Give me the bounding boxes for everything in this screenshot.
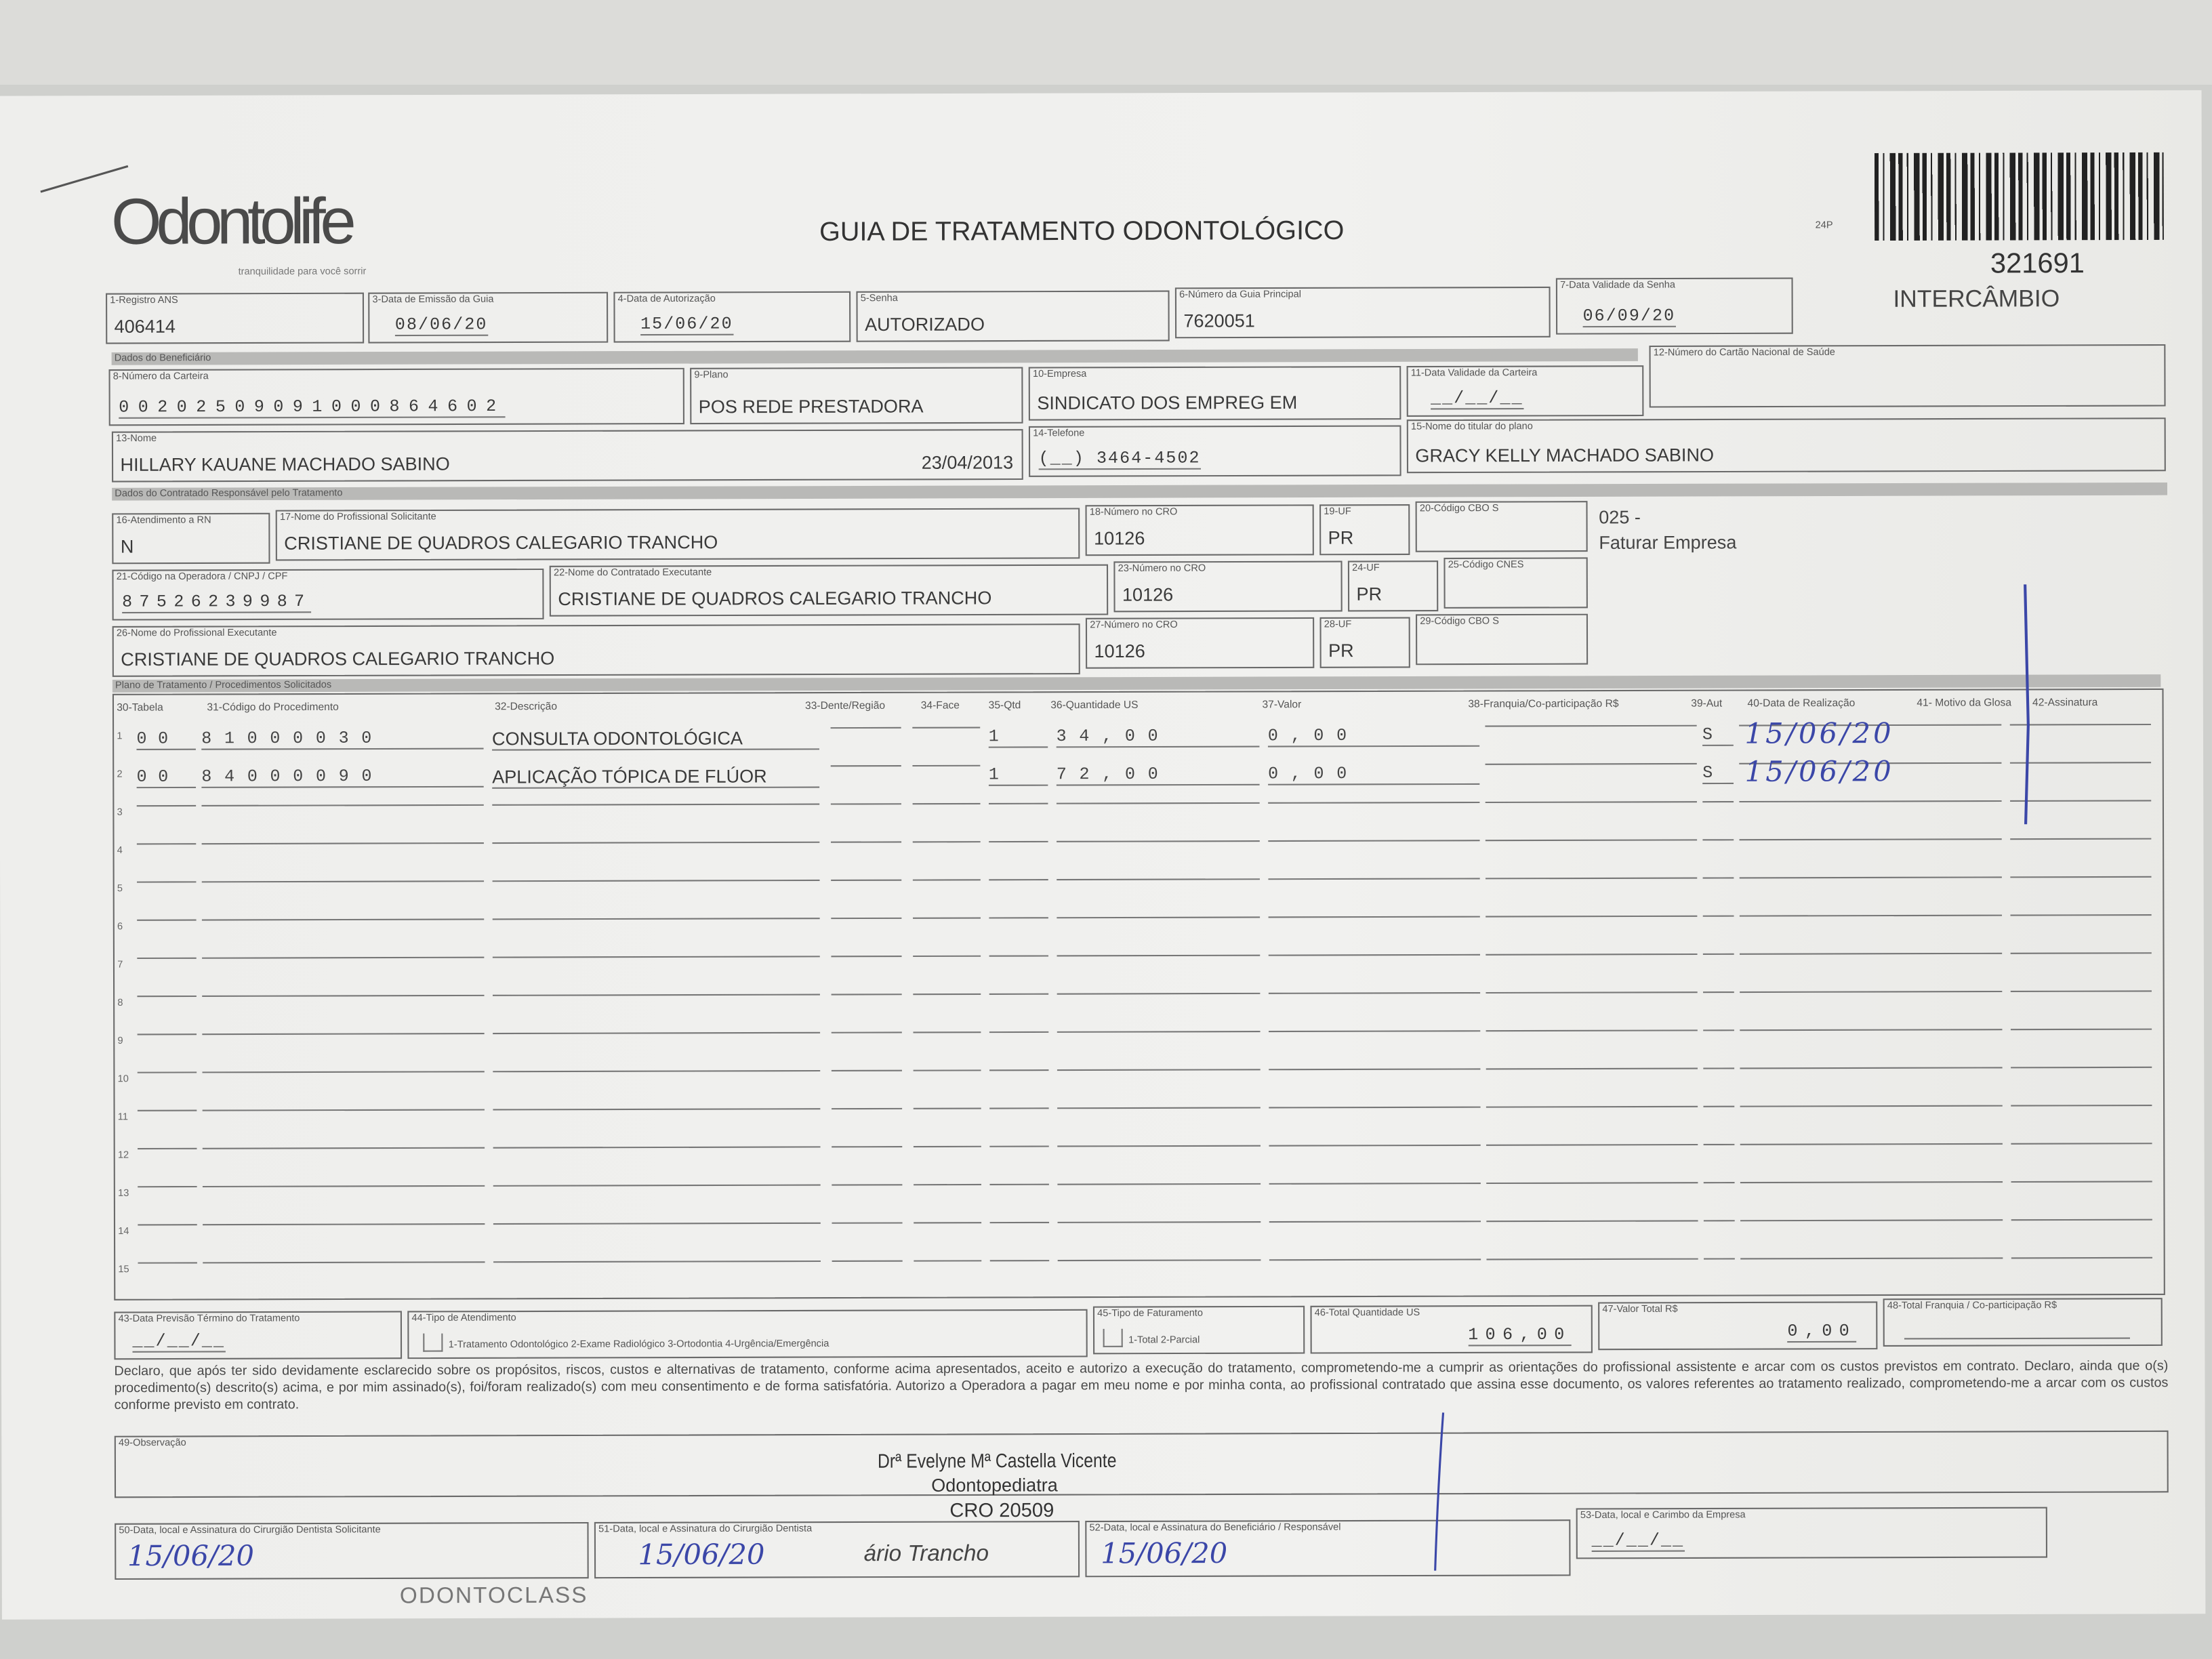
- dental-treatment-form: Odontolife tranquilidade para você sorri…: [0, 90, 2206, 1620]
- pen-stroke-corner: [40, 165, 129, 193]
- pen-stroke-column-42: [2024, 584, 2030, 825]
- pen-marks: [40, 165, 2030, 1571]
- pen-stroke-signature: [1434, 1412, 1445, 1571]
